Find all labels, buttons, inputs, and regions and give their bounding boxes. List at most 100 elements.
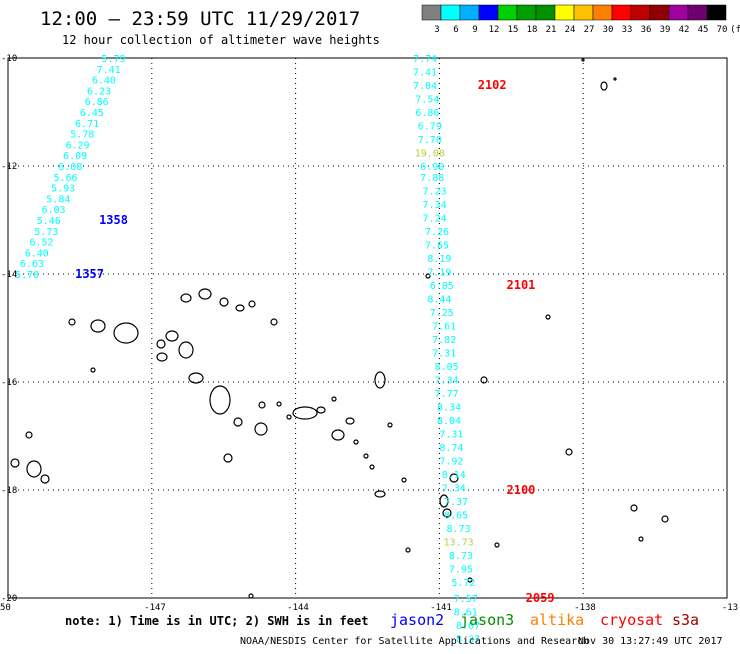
island-outline <box>156 339 166 349</box>
wave-height-value: 6.52 <box>30 238 54 249</box>
longitude-label: -13 <box>722 603 738 613</box>
island-outline <box>248 300 256 308</box>
axis-labels: -150 -147 -144 -141 -138 -13 -10 -12 -14 -16 -18 -2… <box>0 54 738 613</box>
island-outlines <box>10 58 669 599</box>
latitude-label: -14 <box>1 270 17 280</box>
track-time-label: 1358 <box>99 213 128 227</box>
island-outline <box>638 536 644 542</box>
island-outline <box>480 376 488 384</box>
longitude-label: -150 <box>0 603 11 613</box>
island-outline <box>276 401 282 407</box>
island-outline <box>331 396 337 402</box>
latitude-label: -10 <box>1 54 17 64</box>
wave-height-value: 6.03 <box>41 205 65 216</box>
wave-height-value: 5.70 <box>15 270 39 281</box>
wave-height-value: 8.44 <box>427 294 451 305</box>
legend-swatch <box>440 4 461 21</box>
island-outline <box>630 504 638 512</box>
wave-height-value: 7.34 <box>435 375 459 386</box>
legend-label: (ft) <box>730 25 740 35</box>
island-outline <box>26 460 42 478</box>
wave-height-value: 6.86 <box>85 97 109 108</box>
wave-height-value: 7.65 <box>425 240 449 251</box>
legend-label: 6 <box>453 25 458 35</box>
island-outline <box>156 352 168 362</box>
island-outline <box>661 515 669 523</box>
latitude-label: -20 <box>1 594 17 604</box>
island-outline <box>545 314 551 320</box>
legend-label: 24 <box>565 25 576 35</box>
wave-height-value: 7.95 <box>449 564 473 575</box>
legend-label: 18 <box>527 25 538 35</box>
wave-height-value: 8.14 <box>442 470 466 481</box>
island-outline <box>178 341 194 359</box>
satellite-name: jason2 <box>390 611 444 629</box>
island-outline <box>467 577 473 583</box>
legend-swatch <box>668 4 689 21</box>
island-outline <box>198 288 212 300</box>
island-outline <box>286 414 292 420</box>
island-outline <box>223 453 233 463</box>
island-outline <box>68 318 76 326</box>
wave-height-value: 6.71 <box>75 119 99 130</box>
wave-height-value: 7.41 <box>413 68 437 79</box>
legend-swatch <box>554 4 575 21</box>
wave-height-value: 8.61 <box>454 608 478 619</box>
island-outline <box>345 417 355 425</box>
legend-label: 21 <box>546 25 557 35</box>
island-outline <box>442 508 452 518</box>
footer-note: note: 1) Time is in UTC; 2) SWH is in fe… <box>65 614 368 628</box>
wave-height-value: 7.92 <box>439 456 463 467</box>
track-jason2: 5.797.416.406.236.866.456.715.786.296.09… <box>15 54 128 281</box>
wave-height-value: 7.04 <box>413 81 437 92</box>
wave-height-value: 19.08 <box>415 149 445 160</box>
wave-height-value: 6.45 <box>80 108 104 119</box>
wave-height-value: 6.63 <box>20 259 44 270</box>
wave-height-value: 7.37 <box>444 497 468 508</box>
track-time-label: 2102 <box>478 78 507 92</box>
island-outline <box>565 448 573 456</box>
wave-height-value: 8.37 <box>456 635 480 646</box>
legend-swatch <box>611 4 632 21</box>
latitude-label: -16 <box>1 378 17 388</box>
latitude-label: -12 <box>1 162 17 172</box>
island-outline <box>331 429 345 441</box>
legend-label: 42 <box>679 25 690 35</box>
legend-swatch <box>478 4 499 21</box>
island-outline <box>180 293 192 303</box>
footer-credit: NOAA/NESDIS Center for Satellite Applica… <box>240 636 589 647</box>
wave-height-value: 5.72 <box>451 578 475 589</box>
map-subtitle: 12 hour collection of altimeter wave hei… <box>62 33 380 47</box>
legend-swatch <box>516 4 537 21</box>
wave-height-value: 7.70 <box>418 135 442 146</box>
map-frame <box>7 57 728 599</box>
wave-height-value: 6.79 <box>418 122 442 133</box>
legend-swatch <box>649 4 670 21</box>
wave-height-value: 7.19 <box>427 267 451 278</box>
wave-height-value: 5.84 <box>46 194 70 205</box>
wave-height-value: 8.05 <box>435 362 459 373</box>
wave-height-value: 7.34 <box>442 483 466 494</box>
island-outline <box>258 401 266 409</box>
legend-label: 15 <box>508 25 519 35</box>
satellite-name: jason3 <box>460 611 514 629</box>
island-outline <box>369 464 375 470</box>
wave-height-value: 8.73 <box>447 524 471 535</box>
island-outline <box>401 477 407 483</box>
legend-swatch <box>497 4 518 21</box>
island-outline <box>581 58 585 62</box>
island-outline <box>219 297 229 307</box>
wave-height-value: 6.09 <box>63 151 87 162</box>
legend-swatch <box>573 4 594 21</box>
legend-label: 12 <box>489 25 500 35</box>
wave-height-value: 7.74 <box>413 54 437 65</box>
legend-label: 27 <box>584 25 595 35</box>
wave-height-value: 5.66 <box>53 173 77 184</box>
track-time-label: 2100 <box>507 483 536 497</box>
wave-height-value: 8.73 <box>449 551 473 562</box>
island-outline <box>248 593 254 599</box>
island-outline <box>316 406 326 414</box>
island-outline <box>209 385 231 415</box>
wave-height-value: 7.82 <box>432 335 456 346</box>
